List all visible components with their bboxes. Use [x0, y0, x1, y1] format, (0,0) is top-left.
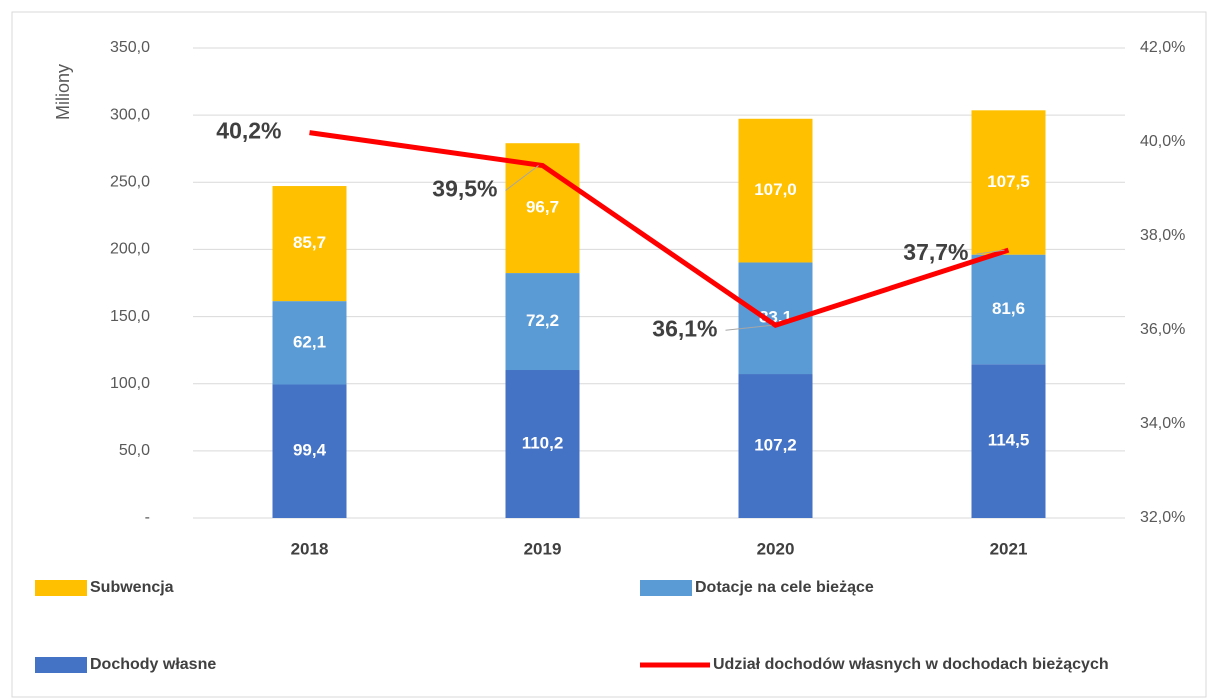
- data-label: 72,2: [526, 311, 559, 330]
- bar-segment: [272, 186, 347, 302]
- y2-tick-label: 42,0%: [1140, 39, 1185, 56]
- line-label: 40,2%: [216, 118, 281, 144]
- y-tick-label: 50,0: [119, 442, 150, 459]
- x-tick-label: 2018: [291, 539, 329, 558]
- legend-label: Dochody własne: [90, 656, 216, 673]
- data-label: 81,6: [992, 299, 1025, 318]
- line-label: 36,1%: [652, 315, 717, 341]
- y2-tick-label: 32,0%: [1140, 509, 1185, 526]
- y-tick-label: 300,0: [110, 106, 150, 123]
- x-tick-label: 2021: [990, 539, 1028, 558]
- legend-label: Udział dochodów własnych w dochodach bie…: [713, 656, 1109, 673]
- bar-segment: [738, 118, 813, 263]
- bar-segment: [971, 254, 1046, 365]
- y-axis-title: Miliony: [53, 64, 73, 120]
- line: [309, 130, 1010, 329]
- line-label: 39,5%: [432, 176, 497, 202]
- data-label: 110,2: [522, 433, 564, 452]
- line-label: 37,7%: [903, 239, 968, 265]
- data-label: 107,5: [987, 172, 1030, 191]
- bar-segment: [971, 364, 1046, 518]
- data-label: 96,7: [526, 198, 559, 217]
- y-tick-label: -: [145, 509, 150, 526]
- data-label: 107,0: [754, 180, 797, 199]
- y2-tick-label: 36,0%: [1140, 321, 1185, 338]
- data-label: 85,7: [293, 233, 326, 252]
- data-label: 107,2: [754, 436, 797, 455]
- legend-label: Subwencja: [90, 579, 174, 596]
- data-label: 62,1: [293, 332, 326, 351]
- data-label: 114,5: [988, 431, 1030, 450]
- bar-segment: [505, 273, 580, 371]
- bar-segment: [272, 301, 347, 385]
- y-tick-label: 150,0: [110, 308, 150, 325]
- data-label: 99,4: [293, 441, 327, 460]
- x-tick-label: 2019: [524, 539, 562, 558]
- y-tick-label: 100,0: [110, 375, 150, 392]
- leader-line: [725, 324, 772, 331]
- bar-segment: [971, 110, 1046, 255]
- y-tick-label: 200,0: [110, 241, 150, 258]
- y2-tick-label: 34,0%: [1140, 415, 1185, 432]
- y-tick-label: 250,0: [110, 174, 150, 191]
- y2-tick-label: 38,0%: [1140, 227, 1185, 244]
- bar-segment: [738, 374, 813, 518]
- bar-segment: [272, 384, 347, 518]
- legend-swatch: [35, 580, 87, 596]
- leader-line: [976, 249, 1005, 255]
- bar-segment: [505, 370, 580, 518]
- legend-swatch: [640, 580, 692, 596]
- x-tick-label: 2020: [757, 539, 795, 558]
- legend-swatch: [35, 657, 87, 673]
- legend-label: Dotacje na cele bieżące: [695, 579, 874, 596]
- y2-tick-label: 40,0%: [1140, 133, 1185, 150]
- y-tick-label: 350,0: [110, 39, 150, 56]
- leader-line: [505, 165, 539, 191]
